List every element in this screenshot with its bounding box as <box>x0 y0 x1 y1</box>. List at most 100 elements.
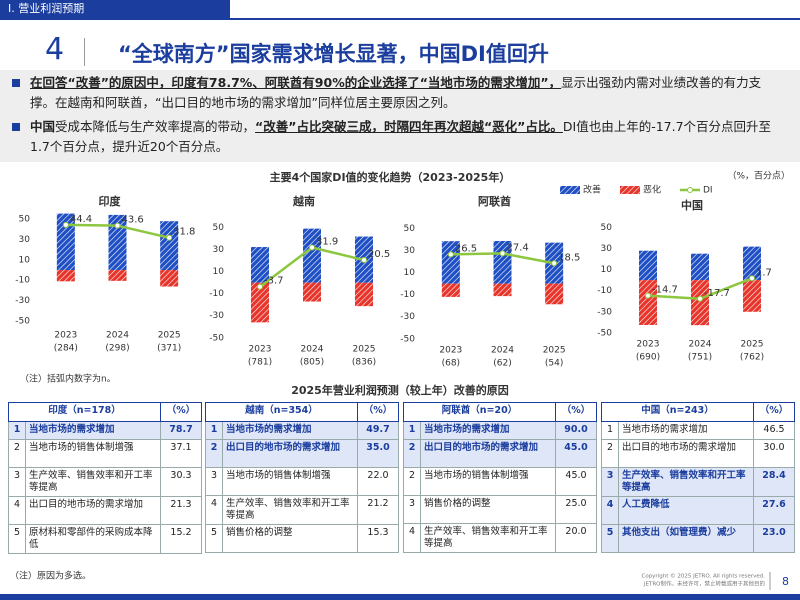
text: 受成本降低与生产效率提高的带动， <box>55 119 256 134</box>
data-label: 1.7 <box>756 267 772 278</box>
notice: JETRO制作。未经许可，禁止转载或用于其他目的 <box>643 580 766 588</box>
table-row: 1 当地市场的需求增加 49.7 <box>205 421 399 440</box>
reason: 生产效率、销售效率和开工率等提高 <box>222 495 358 525</box>
rank: 5 <box>205 524 223 553</box>
data-label: 27.4 <box>507 242 529 253</box>
bar <box>303 282 321 302</box>
header-cell: 印度（n=178） <box>8 402 161 422</box>
reason: 销售价格的调整 <box>222 524 358 553</box>
n-label: (762) <box>740 353 764 363</box>
x-tick-label: 2025 <box>353 345 376 355</box>
x-tick-label: 2023 <box>249 345 272 355</box>
x-tick-label: 2025 <box>543 346 566 356</box>
reason: 销售价格的调整 <box>420 495 556 524</box>
percent: 78.7 <box>160 421 202 440</box>
data-label: 26.5 <box>455 243 477 254</box>
rank: 5 <box>601 524 619 553</box>
header-row: 阿联酋（n=20） （%） <box>403 402 597 422</box>
percent: 35.0 <box>357 439 399 468</box>
rank: 2 <box>601 439 619 468</box>
reason: 出口目的地市场的需求增加 <box>222 439 358 468</box>
bar <box>691 280 709 326</box>
y-tick-label: -10 <box>209 289 224 299</box>
reason: 人工费降低 <box>618 496 754 525</box>
reason: 生产效率、销售效率和开工率等提高 <box>420 523 556 553</box>
table-row: 1 当地市场的需求增加 46.5 <box>601 421 795 440</box>
y-tick-label: -30 <box>209 311 224 321</box>
table-row: 4 人工费降低 27.6 <box>601 496 795 525</box>
header-row: 中国（n=243） （%） <box>601 402 795 422</box>
x-tick-label: 2025 <box>158 331 181 341</box>
reason-table: 中国（n=243） （%） 1 当地市场的需求增加 46.5 2 出口目的地市场的需求增加 3… <box>601 402 795 553</box>
rank: 4 <box>205 495 223 525</box>
bar <box>251 247 269 283</box>
rank: 1 <box>601 421 619 440</box>
percent: 20.0 <box>555 523 597 553</box>
reason: 出口目的地市场的需求增加 <box>420 439 556 468</box>
n-label: (690) <box>636 353 660 363</box>
y-tick-label: -50 <box>15 316 30 326</box>
reason: 当地市场的销售体制增强 <box>25 439 161 468</box>
di-point <box>749 275 755 282</box>
rank: 4 <box>403 523 421 553</box>
reason: 当地市场的需求增加 <box>25 421 161 440</box>
bar <box>160 221 179 271</box>
table-row: 2 当地市场的销售体制增强 45.0 <box>403 467 597 496</box>
data-label: 43.6 <box>122 215 144 226</box>
bar <box>303 228 321 283</box>
bar <box>251 282 269 323</box>
separator <box>84 38 85 66</box>
n-label: (836) <box>352 358 376 368</box>
percent: 46.5 <box>753 421 795 440</box>
legend-label: 恶化 <box>643 184 661 196</box>
header-cell: （%） <box>555 402 597 422</box>
table-row: 4 生产效率、销售效率和开工率等提高 20.0 <box>403 523 597 553</box>
chart-title: 越南 <box>292 194 315 208</box>
di-point <box>499 250 506 257</box>
table-row: 2 出口目的地市场的需求增加 30.0 <box>601 439 795 468</box>
percent: 30.3 <box>160 467 202 497</box>
reason: 当地市场的需求增加 <box>222 421 358 440</box>
bar <box>493 240 512 284</box>
chart-title: 阿联酋 <box>478 194 511 208</box>
bar <box>545 283 564 305</box>
n-label: (54) <box>545 359 563 369</box>
legend-label: DI <box>703 186 713 196</box>
header-cell: 中国（n=243） <box>601 402 754 422</box>
header-cell: 越南（n=354） <box>205 402 358 422</box>
text: DI值也由上年的-17.7个百分点回升至1.7个百分点，提升近20个百分点。 <box>30 119 772 154</box>
legend-swatch <box>560 186 580 194</box>
y-tick-label: -50 <box>597 328 612 338</box>
bullet: 在回答“改善”的原因中，印度有78.7%、阿联酋有90%的企业选择了“当地市场的… <box>12 73 782 113</box>
reason: 生产效率、销售效率和开工率等提高 <box>25 467 161 497</box>
bar <box>355 282 373 307</box>
percent: 37.1 <box>160 439 202 468</box>
table-row: 3 生产效率、销售效率和开工率等提高 28.4 <box>601 467 795 497</box>
table-row: 5 其他支出（如管理费）减少 23.0 <box>601 524 795 553</box>
y-tick-label: -10 <box>597 286 612 296</box>
bar <box>691 253 709 281</box>
n-label: (781) <box>248 358 272 368</box>
rank: 1 <box>403 421 421 440</box>
rank: 2 <box>403 439 421 468</box>
x-tick-label: 2023 <box>439 346 462 356</box>
n-label: (284) <box>54 344 78 354</box>
rank: 4 <box>8 496 26 525</box>
y-tick-label: -10 <box>15 276 30 286</box>
bar <box>56 270 75 282</box>
bar <box>639 280 657 325</box>
percent: 21.2 <box>357 495 399 525</box>
summary-box <box>0 70 800 162</box>
n-label: (62) <box>493 359 511 369</box>
bar <box>493 283 512 297</box>
x-tick-label: 2023 <box>637 340 660 350</box>
n-label: (371) <box>157 344 181 354</box>
data-label: -14.7 <box>652 285 678 296</box>
percent: 45.0 <box>555 439 597 468</box>
rank: 5 <box>8 524 26 554</box>
slide-title: “全球南方”国家需求增长显著，中国DI值回升 <box>118 42 549 66</box>
reason: 出口目的地市场的需求增加 <box>618 439 754 468</box>
reason-table: 阿联酋（n=20） （%） 1 当地市场的需求增加 90.0 2 出口目的地市场的需求增加 4… <box>403 402 597 553</box>
